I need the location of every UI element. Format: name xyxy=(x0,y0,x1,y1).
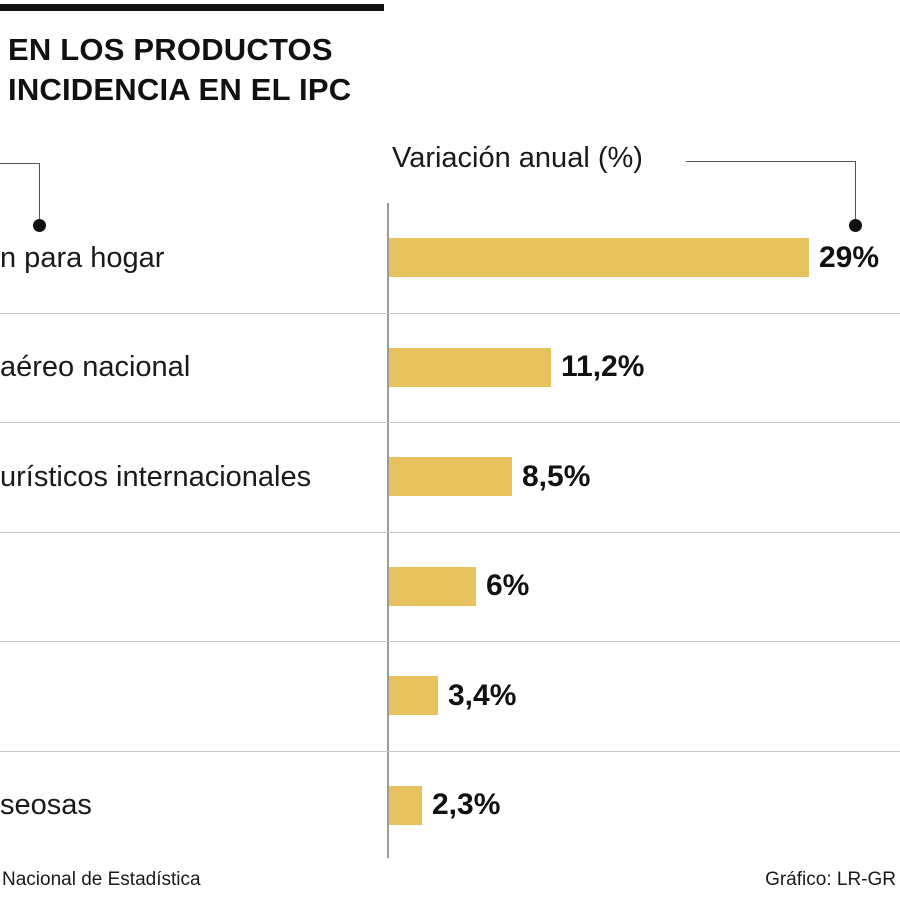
category-label: aéreo nacional xyxy=(0,351,191,383)
top-rule xyxy=(0,4,384,11)
bar-value-label: 6% xyxy=(486,569,530,602)
row-separator xyxy=(0,313,900,314)
bar-value-label: 29% xyxy=(819,241,880,274)
bar xyxy=(389,567,476,606)
bar-value-label: 2,3% xyxy=(432,788,501,821)
bar xyxy=(389,457,512,496)
value-leader-vertical xyxy=(855,161,856,221)
value-leader-horizontal xyxy=(686,161,856,162)
graphic-credit: Gráfico: LR-GR xyxy=(765,869,896,890)
category-label: n para hogar xyxy=(0,242,165,274)
bar xyxy=(389,348,551,387)
category-leader-vertical xyxy=(39,163,40,221)
axis-header: Variación anual (%) xyxy=(392,142,643,174)
row-separator xyxy=(0,532,900,533)
bar-value-label: 8,5% xyxy=(522,460,591,493)
chart-title: EN LOS PRODUCTOS INCIDENCIA EN EL IPC xyxy=(8,30,351,110)
category-leader-dot xyxy=(33,219,46,232)
row-separator xyxy=(0,422,900,423)
category-label: seosas xyxy=(0,789,92,821)
category-leader-horizontal xyxy=(0,163,40,164)
category-label: urísticos internacionales xyxy=(0,461,312,493)
row-separator xyxy=(0,751,900,752)
row-separator xyxy=(0,641,900,642)
title-line-2: INCIDENCIA EN EL IPC xyxy=(8,72,352,107)
bar-value-label: 11,2% xyxy=(561,350,645,383)
bar xyxy=(389,238,809,277)
bar-axis-line xyxy=(387,203,389,858)
value-leader-dot xyxy=(849,219,862,232)
source-note: Nacional de Estadística xyxy=(2,869,201,890)
bar xyxy=(389,676,438,715)
bar xyxy=(389,786,422,825)
bar-value-label: 3,4% xyxy=(448,679,517,712)
title-line-1: EN LOS PRODUCTOS xyxy=(8,32,333,67)
